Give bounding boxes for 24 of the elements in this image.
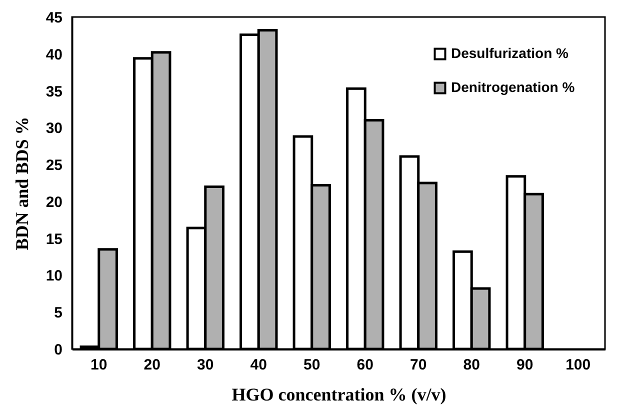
y-tick-label: 30 [46, 120, 62, 138]
y-tick-label: 35 [46, 83, 62, 100]
x-tick-label: 70 [410, 356, 427, 374]
legend-label: Desulfurization % [451, 45, 570, 61]
y-tick-label: 45 [46, 10, 62, 26]
x-axis-title: HGO concentration % (v/v) [232, 384, 446, 404]
y-tick-label: 20 [46, 194, 62, 211]
y-tick-label: 5 [54, 304, 62, 322]
x-tick-label: 20 [144, 356, 160, 374]
x-tick-label: 100 [566, 356, 591, 374]
y-tick-label: 40 [46, 46, 62, 64]
y-tick-label: 15 [46, 230, 62, 248]
x-tick-label: 40 [250, 356, 267, 374]
y-axis-title: BDN and BDS % [12, 116, 32, 250]
x-tick-label: 60 [356, 356, 374, 374]
x-tick-label: 10 [90, 356, 108, 374]
legend-label: Denitrogenation % [451, 79, 576, 95]
x-tick-label: 80 [463, 356, 480, 374]
x-tick-label: 90 [516, 356, 534, 374]
x-tick-label: 30 [197, 356, 214, 374]
x-tick-label: 50 [304, 356, 320, 374]
y-tick-label: 10 [46, 268, 62, 285]
y-tick-label: 0 [54, 342, 62, 358]
y-tick-label: 25 [46, 157, 62, 174]
